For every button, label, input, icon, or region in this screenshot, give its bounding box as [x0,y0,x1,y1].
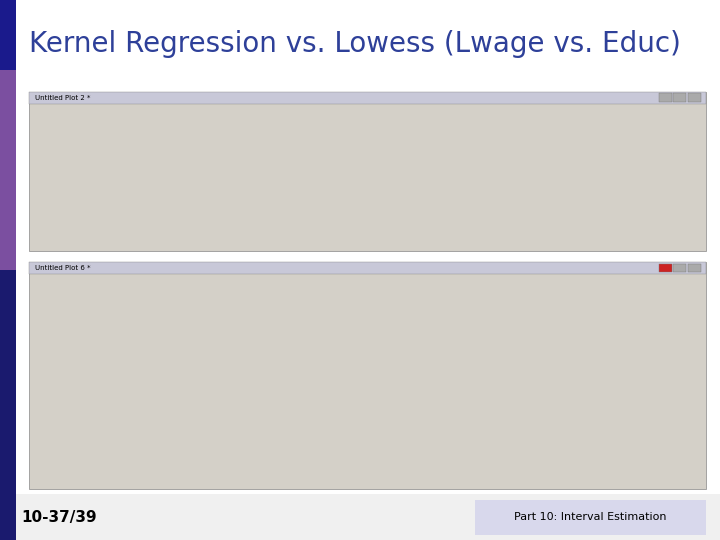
Text: Kernel Regression vs. Lowess (Lwage vs. Educ): Kernel Regression vs. Lowess (Lwage vs. … [29,30,680,58]
Point [441,316,453,325]
Point [386,342,397,351]
Point [631,279,643,287]
Point [458,329,469,338]
Point [88,399,99,407]
Point [70,382,81,391]
Point [687,300,698,308]
Point [622,256,634,265]
Text: Untitled Plot 6 *: Untitled Plot 6 * [35,265,90,271]
Point [575,326,586,335]
Text: Lwage: Lwage [48,160,52,178]
Text: Semiparametric Regression for  LWAGE: Semiparametric Regression for LWAGE [319,234,426,239]
Point [556,304,567,313]
Point [654,271,666,279]
Point [536,289,548,298]
Point [57,427,68,435]
Text: Untitled Plot 2 *: Untitled Plot 2 * [35,94,90,101]
Point [458,266,469,275]
Point [423,290,434,299]
Point [354,303,365,312]
X-axis label: Lwage: Lwage [377,233,394,238]
Point [184,395,195,404]
Point [204,372,216,380]
Point [187,325,199,333]
Text: Kernel Regression: Lwage: Kernel Regression: Lwage [48,340,52,403]
Text: Part 10: Interval Estimation: Part 10: Interval Estimation [514,512,667,522]
Point [329,281,341,289]
Point [359,284,371,292]
Point [498,267,509,276]
Text: Kernel Regression LWAGE: Kernel Regression LWAGE [338,467,408,472]
Point [583,259,595,268]
Point [57,389,68,397]
Point [478,319,490,327]
Point [581,275,593,284]
Point [304,361,315,369]
Point [257,338,269,346]
Point [181,341,193,349]
Point [122,388,134,396]
Point [499,266,510,274]
Text: 10-37/39: 10-37/39 [22,510,97,525]
Point [510,333,521,342]
Point [562,327,573,335]
Point [150,338,162,347]
Point [369,338,381,346]
